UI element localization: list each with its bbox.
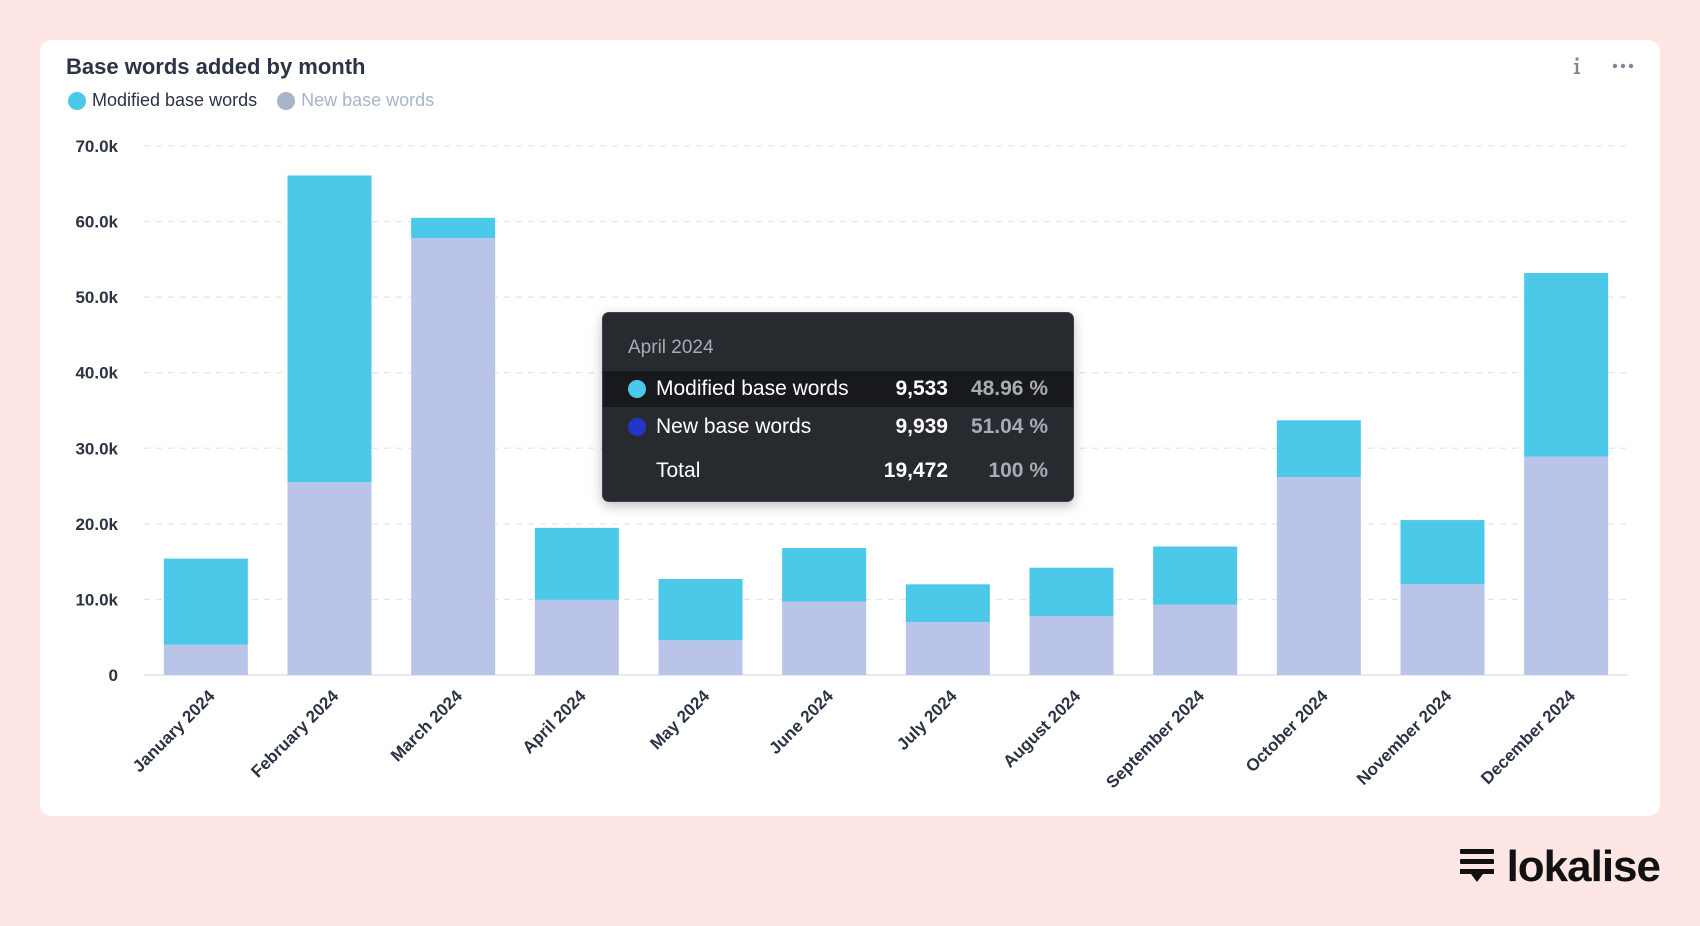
tooltip-label-modified: Modified base words <box>656 377 849 400</box>
y-tick-label: 20.0k <box>75 515 118 534</box>
bar-modified[interactable] <box>534 527 619 600</box>
y-tick-label: 40.0k <box>75 364 118 383</box>
bar-modified[interactable] <box>1153 546 1238 605</box>
x-tick-label: November 2024 <box>1353 686 1456 789</box>
bar-new[interactable] <box>287 482 372 675</box>
y-tick-label: 70.0k <box>75 137 118 156</box>
chart-title: Base words added by month <box>66 54 366 79</box>
legend-label-modified: Modified base words <box>92 90 258 110</box>
y-tick-label: 30.0k <box>75 439 118 458</box>
x-tick-label: March 2024 <box>387 686 466 765</box>
lokalise-logo-icon <box>1459 849 1494 882</box>
y-tick-label: 10.0k <box>75 590 118 609</box>
bar-new[interactable] <box>1276 477 1361 675</box>
tooltip-value-total: 19,472 <box>883 459 948 482</box>
x-tick-label: July 2024 <box>893 686 961 754</box>
legend-dot-modified <box>68 91 86 110</box>
bar-modified[interactable] <box>1400 520 1485 585</box>
legend-label-new: New base words <box>301 90 435 110</box>
bar-modified[interactable] <box>1276 420 1361 478</box>
y-tick-label: 50.0k <box>75 288 118 307</box>
x-tick-label: April 2024 <box>519 686 590 757</box>
bar-new[interactable] <box>782 601 867 675</box>
chart-card: Base words added by month Modified base … <box>40 40 1660 816</box>
bar-modified[interactable] <box>782 548 867 602</box>
bar-chart: 0 10.0k 20.0k 30.0k 40.0k 50.0k 60.0k 70.0k Janu… <box>75 137 1628 792</box>
legend-dot-new <box>277 91 296 110</box>
bar-new[interactable] <box>1153 604 1238 675</box>
tooltip-header: April 2024 <box>628 337 714 358</box>
y-tick-label: 0 <box>109 666 118 685</box>
bar-new[interactable] <box>1524 456 1609 675</box>
x-tick-label: February 2024 <box>247 686 342 781</box>
bar-new[interactable] <box>534 599 619 675</box>
bar-modified[interactable] <box>658 579 743 641</box>
tooltip-row-modified: Modified base words 9,533 48.96 % <box>603 371 1073 407</box>
chart-tooltip: April 2024 Modified base words 9,533 48.… <box>602 312 1074 502</box>
tooltip-label-total: Total <box>656 459 701 482</box>
legend-item-new[interactable]: New base words <box>277 90 434 111</box>
more-horizontal-icon[interactable] <box>1610 52 1636 80</box>
x-tick-label: December 2024 <box>1477 686 1579 788</box>
bar-modified[interactable] <box>905 584 990 623</box>
bar-new[interactable] <box>905 622 990 675</box>
bar-modified[interactable] <box>287 175 372 483</box>
tooltip-label-new: New base words <box>656 415 812 438</box>
y-tick-label: 60.0k <box>75 213 118 232</box>
tooltip-dot-modified <box>628 380 646 398</box>
card-actions <box>1564 52 1636 80</box>
bar-new[interactable] <box>1400 584 1485 675</box>
bar-new[interactable] <box>1029 616 1114 675</box>
legend-item-modified[interactable]: Modified base words <box>68 90 257 111</box>
tooltip-row-new: New base words 9,939 51.04 % <box>603 409 1073 445</box>
brand-name: lokalise <box>1506 842 1661 891</box>
tooltip-pct-modified: 48.96 % <box>970 377 1048 400</box>
x-tick-label: May 2024 <box>646 686 713 753</box>
info-icon[interactable] <box>1564 52 1590 80</box>
x-tick-label: January 2024 <box>129 686 219 776</box>
tooltip-value-modified: 9,533 <box>895 377 948 400</box>
bar-modified[interactable] <box>411 217 496 239</box>
x-tick-label: August 2024 <box>999 686 1084 771</box>
bar-modified[interactable] <box>163 558 248 645</box>
bar-new[interactable] <box>658 640 743 675</box>
brand: lokalise <box>1459 842 1661 892</box>
x-tick-label: September 2024 <box>1102 686 1208 792</box>
chart-legend: Modified base words New base words <box>68 90 434 111</box>
tooltip-row-total: Total 19,472 100 % <box>603 453 1073 489</box>
tooltip-pct-new: 51.04 % <box>970 415 1048 438</box>
tooltip-pct-total: 100 % <box>988 459 1048 482</box>
x-tick-label: June 2024 <box>765 686 837 758</box>
bar-new[interactable] <box>163 644 248 675</box>
tooltip-value-new: 9,939 <box>895 415 948 438</box>
bar-modified[interactable] <box>1029 567 1114 617</box>
bar-modified[interactable] <box>1524 272 1609 457</box>
tooltip-dot-new <box>628 418 646 436</box>
bar-new[interactable] <box>411 238 496 675</box>
x-tick-label: October 2024 <box>1242 686 1332 776</box>
